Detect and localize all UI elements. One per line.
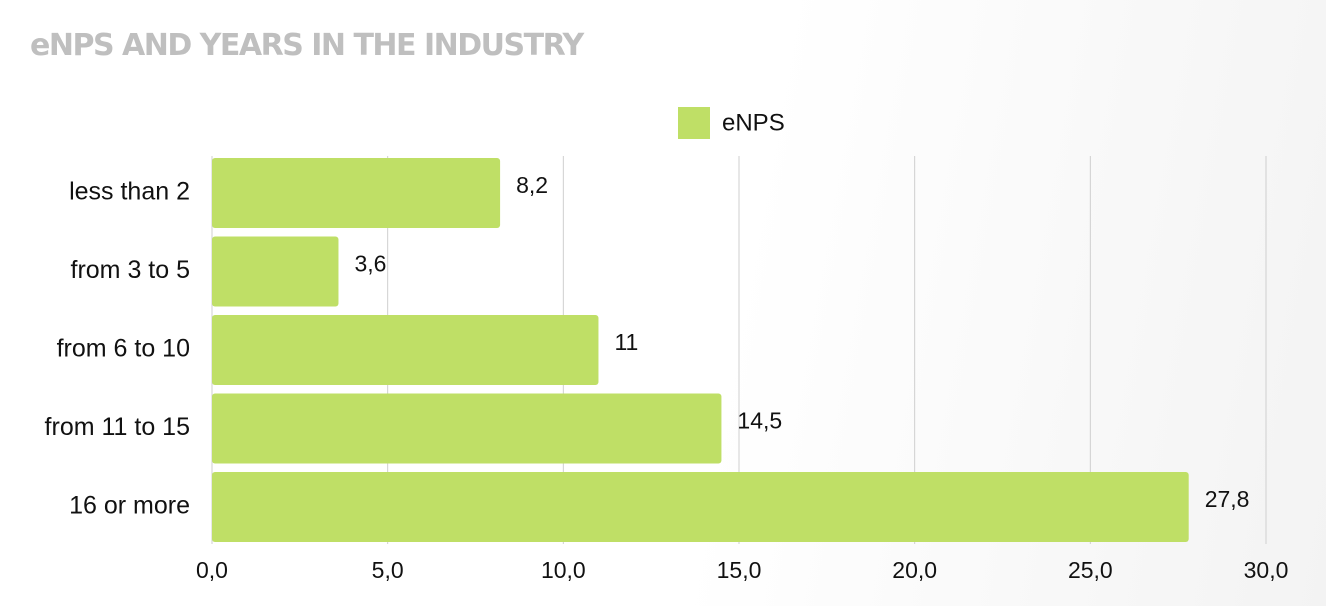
- category-label: 16 or more: [69, 492, 190, 520]
- x-tick-label: 5,0: [372, 557, 404, 583]
- bar: [212, 393, 722, 464]
- data-label: 14,5: [737, 408, 782, 434]
- x-tick-label: 0,0: [196, 557, 228, 583]
- chart-title: eNPS AND YEARS IN THE INDUSTRY: [30, 28, 584, 63]
- x-tick-label: 25,0: [1068, 557, 1113, 583]
- data-label: 11: [614, 329, 638, 355]
- bar: [212, 158, 501, 228]
- category-label: from 6 to 10: [57, 335, 190, 363]
- category-label: from 3 to 5: [71, 256, 191, 284]
- data-label: 3,6: [354, 251, 386, 277]
- data-label: 27,8: [1205, 486, 1250, 512]
- x-tick-label: 30,0: [1244, 557, 1289, 583]
- category-label: less than 2: [69, 178, 190, 206]
- bar: [212, 236, 339, 307]
- x-tick-label: 15,0: [717, 557, 762, 583]
- legend-label: eNPS: [722, 109, 785, 136]
- bar: [212, 315, 599, 385]
- data-label: 8,2: [516, 172, 548, 198]
- category-label: from 11 to 15: [45, 413, 190, 441]
- legend-swatch: [678, 107, 710, 139]
- x-tick-label: 20,0: [892, 557, 937, 583]
- x-tick-label: 10,0: [541, 557, 586, 583]
- bar: [212, 472, 1189, 542]
